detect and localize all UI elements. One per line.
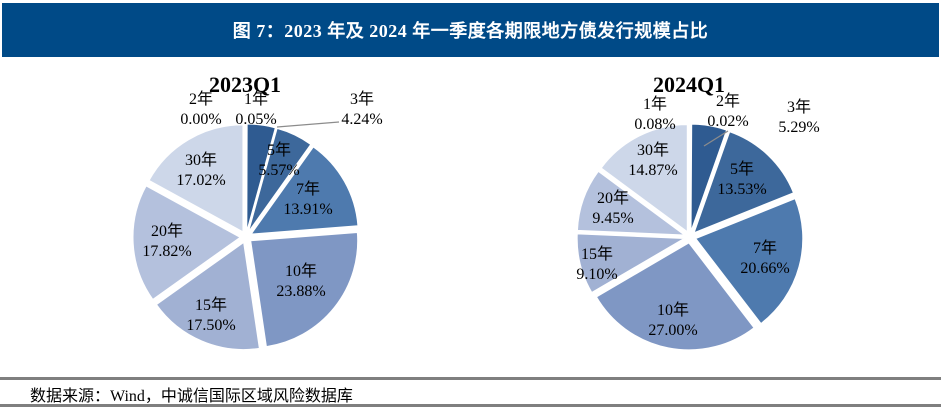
footer-top-rule [0,377,941,380]
pie-label-2024q1-5y: 5年 13.53% [717,161,767,198]
pie-slice-2023q1-20y [132,185,241,301]
pie-slice-2024q1-10y [595,242,755,351]
data-source: 数据来源：Wind，中诚信国际区域风险数据库 [30,388,353,405]
pie-label-2024q1-15y: 15年 9.10% [576,246,618,283]
pie-label-2023q1-10y: 10年 23.88% [276,263,326,300]
pie-slice-2023q1-30y [148,124,244,233]
pie-label-2023q1-7y: 7年 13.91% [283,181,333,218]
pie-slice-2023q1-15y [155,241,260,351]
leader-line-2023q1-3y [276,121,340,128]
pie-label-2024q1-30y: 30年 14.87% [628,142,678,179]
pie-slice-2024q1-3y [690,123,728,232]
pie-label-2023q1-15y: 15年 17.50% [186,297,236,334]
pie-slice-2024q1-5y [693,131,795,234]
pie-slice-2024q1-15y [576,233,686,294]
pie-slice-2023q1-7y [250,146,359,235]
pie-label-2023q1-20y: 20年 17.82% [142,223,192,260]
pie-label-2023q1-1y: 1年 0.05% [235,91,277,128]
pie-slice-2023q1-10y [250,231,359,348]
chart-title-2024q1: 2024Q1 [652,72,726,97]
pie-slice-2023q1-5y [248,127,312,232]
pie-slice-2024q1-20y [576,170,686,236]
figure-title: 图 7：2023 年及 2024 年一季度各期限地方债发行规模占比 [232,21,709,41]
pie-label-2024q1-3y: 3年 5.29% [778,99,820,136]
pie-label-2023q1-3y: 3年 4.24% [341,91,383,128]
figure-title-bar: 图 7：2023 年及 2024 年一季度各期限地方债发行规模占比 [2,3,939,57]
pie-label-2024q1-7y: 7年 20.66% [740,240,790,277]
pie-label-2024q1-10y: 10年 27.00% [648,302,698,339]
footer-bottom-rule [0,404,941,407]
pie-label-2024q1-20y: 20年 9.45% [592,190,634,227]
chart-title-2023q1: 2023Q1 [208,72,282,97]
pie-label-2023q1-30y: 30年 17.02% [176,152,226,189]
pie-slice-2023q1-3y [246,123,276,232]
pie-label-2023q1-2y: 2年 0.00% [180,91,222,128]
pie-label-2024q1-2y: 2年 0.02% [707,93,749,130]
pie-slice-2024q1-30y [600,124,688,233]
pie-label-2023q1-5y: 5年 5.57% [258,142,300,179]
pie-slice-2024q1-2y [689,123,692,232]
pie-slice-2024q1-7y [694,198,804,325]
leader-line-2024q1-2y [703,130,729,147]
pie-label-2024q1-1y: 1年 0.08% [634,96,676,133]
